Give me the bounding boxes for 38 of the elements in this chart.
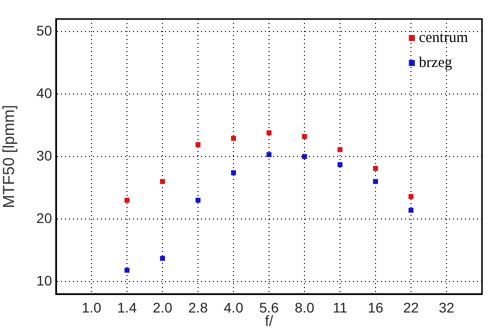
point xyxy=(196,198,200,203)
point xyxy=(338,162,342,168)
point xyxy=(266,152,272,158)
x-tick-label: 22 xyxy=(403,299,419,316)
x-tick-label: 5.6 xyxy=(259,299,279,316)
point xyxy=(302,154,307,159)
point xyxy=(231,170,236,176)
x-tick-label: 11 xyxy=(332,299,348,316)
point xyxy=(408,194,414,199)
legend-label: brzeg xyxy=(418,54,453,71)
y-tick-label: 50 xyxy=(36,22,52,38)
point xyxy=(302,134,307,139)
point xyxy=(160,179,165,184)
x-tick-label: 2.8 xyxy=(188,299,208,316)
point xyxy=(160,256,165,261)
y-tick-label: 40 xyxy=(36,84,52,101)
point xyxy=(124,268,130,273)
point xyxy=(196,142,200,148)
point xyxy=(373,166,378,171)
x-tick-label: 32 xyxy=(438,299,454,316)
x-tick-label: 1.0 xyxy=(82,299,102,316)
y-axis-title: MTF50 [lpmm] xyxy=(1,104,18,208)
x-tick-label: 4.0 xyxy=(224,299,244,316)
point xyxy=(266,130,272,136)
y-tick-label: 30 xyxy=(36,147,52,164)
point xyxy=(124,198,130,203)
legend-label: centrum xyxy=(418,30,468,46)
x-tick-label: 1.4 xyxy=(117,299,137,316)
point xyxy=(373,179,378,184)
y-tick-label: 10 xyxy=(36,272,52,288)
point xyxy=(231,136,236,141)
x-tick-label: 2.0 xyxy=(152,299,172,316)
x-tick-label: 16 xyxy=(368,299,384,316)
x-axis-title: f/ xyxy=(264,313,274,330)
x-tick-label: 8.0 xyxy=(294,299,314,316)
point xyxy=(408,208,414,213)
point xyxy=(338,147,342,152)
y-tick-label: 20 xyxy=(36,210,52,226)
